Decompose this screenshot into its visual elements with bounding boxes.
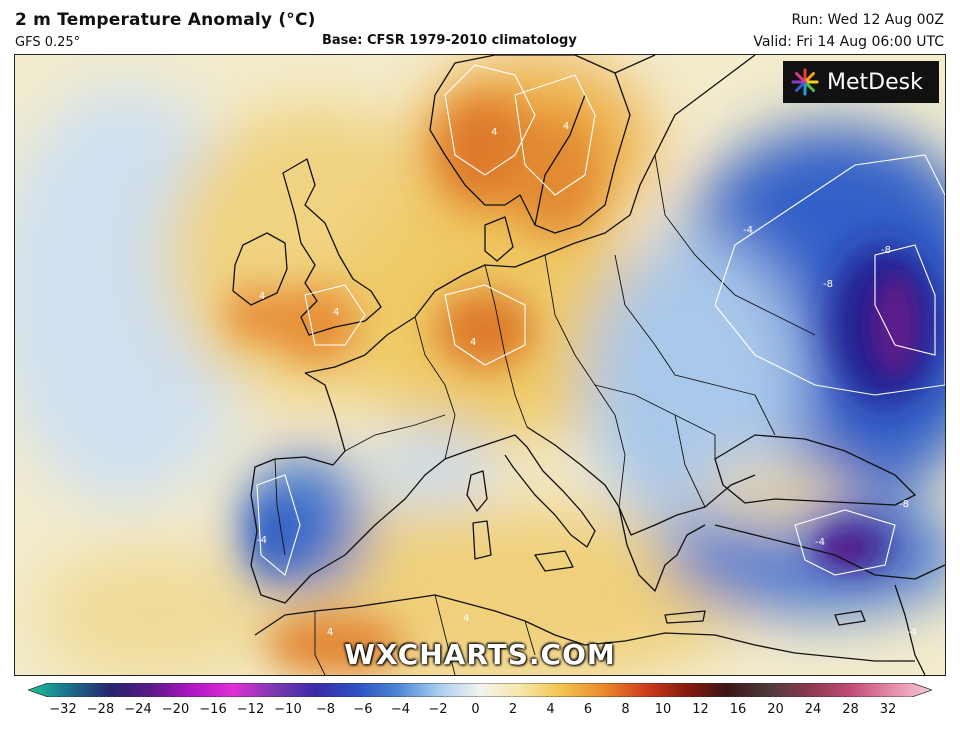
contour-label: -8 xyxy=(899,499,909,510)
run-label: Run: Wed 12 Aug 00Z xyxy=(791,12,944,28)
map-svg: -4 -8 -8 -8 -4 4 4 4 4 4 -4 4 4 -4 xyxy=(15,55,945,675)
model-label: GFS 0.25° xyxy=(15,35,81,50)
borders xyxy=(274,154,816,675)
colorbar-tick-label: 32 xyxy=(879,702,897,717)
contour-label: 4 xyxy=(259,291,265,302)
colorbar-tick-label: 10 xyxy=(654,702,672,717)
watermark: WXCHARTS.COM xyxy=(344,638,616,671)
colorbar-tick-label: −28 xyxy=(86,702,115,717)
colorbar-tick-label: −32 xyxy=(49,702,77,717)
colorbar-tick-label: −6 xyxy=(353,702,373,717)
colorbar-ticks: −32 −28 −24 −20 −16 −12 −10 −8 −6 −4 −2 0 2 4 6 8 10 12 16… xyxy=(0,702,960,722)
colorbar-tick-label: 24 xyxy=(804,702,822,717)
colorbar-tick-label: −4 xyxy=(390,702,411,717)
colorbar-tick-label: 8 xyxy=(621,702,630,717)
colorbar-bar xyxy=(28,683,932,697)
colorbar-tick-label: −24 xyxy=(124,702,152,717)
colorbar-tick-label: 12 xyxy=(692,702,709,717)
field-cores xyxy=(225,95,940,675)
contour-label: 4 xyxy=(327,627,333,638)
valid-label: Valid: Fri 14 Aug 06:00 UTC xyxy=(753,34,944,50)
colorbar xyxy=(28,683,932,697)
field-peaks xyxy=(823,275,920,562)
contour-label: 4 xyxy=(463,613,469,624)
colorbar-tick-label: 20 xyxy=(767,702,784,717)
contour-label: -4 xyxy=(743,225,753,236)
contour-label: 4 xyxy=(333,307,339,318)
colorbar-tick-label: 28 xyxy=(842,702,859,717)
contour-label: -4 xyxy=(257,535,267,546)
metdesk-burst-icon xyxy=(791,68,819,96)
contours xyxy=(256,64,945,576)
field-broad xyxy=(15,55,945,675)
contour-label: -8 xyxy=(881,245,891,256)
contour-label: -4 xyxy=(907,627,917,638)
contour-labels: -4 -8 -8 -8 -4 4 4 4 4 4 -4 4 4 -4 xyxy=(257,121,917,638)
contour-label: 4 xyxy=(563,121,569,132)
colorbar-tick-label: −2 xyxy=(428,702,448,717)
anomaly-map[interactable]: -4 -8 -8 -8 -4 4 4 4 4 4 -4 4 4 -4 xyxy=(14,54,946,676)
contour-label: -4 xyxy=(815,537,825,548)
metdesk-logo: MetDesk xyxy=(783,61,939,103)
colorbar-tick-label: −12 xyxy=(236,702,265,717)
metdesk-logo-text: MetDesk xyxy=(827,69,923,95)
coastlines xyxy=(232,55,945,675)
colorbar-tick-label: 4 xyxy=(546,702,555,717)
colorbar-tick-label: 16 xyxy=(729,702,747,717)
contour-label: -8 xyxy=(823,279,833,290)
contour-label: 4 xyxy=(491,127,497,138)
colorbar-tick-label: 0 xyxy=(471,702,480,717)
base-label: Base: CFSR 1979-2010 climatology xyxy=(322,33,577,48)
colorbar-tick-label: 6 xyxy=(583,702,593,717)
chart-title: 2 m Temperature Anomaly (°C) xyxy=(15,10,316,30)
colorbar-tick-label: −20 xyxy=(161,702,190,717)
colorbar-tick-label: −16 xyxy=(199,702,227,717)
colorbar-tick-label: −8 xyxy=(315,702,336,717)
contour-label: 4 xyxy=(470,337,476,348)
colorbar-tick-label: −10 xyxy=(274,702,302,717)
colorbar-tick-label: 2 xyxy=(508,702,518,717)
